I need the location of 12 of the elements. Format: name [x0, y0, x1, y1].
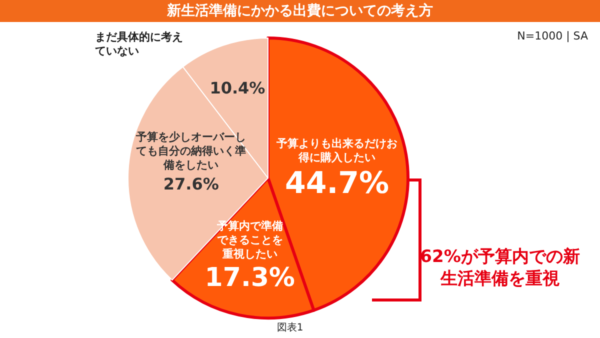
data-label: 27.6%: [163, 174, 219, 194]
data-label: 10.4%: [210, 78, 266, 98]
slice-label: まだ具体的に考えていない: [95, 30, 183, 58]
text: 62%が予算内での新生活準備を重視: [420, 247, 580, 289]
slice-label: 予算を少しオーバーしても自分の納得いく準備をしたい: [135, 130, 246, 172]
chart-title: 新生活準備にかかる出費についての考え方: [166, 2, 433, 19]
data-label: 17.3%: [204, 262, 295, 293]
text: 図表1: [276, 322, 304, 334]
text: N=1000 | SA: [517, 30, 588, 42]
data-label: 44.7%: [284, 166, 390, 201]
slice-label: 予算内で準備できることを重視したい: [216, 219, 283, 260]
slice-label: 予算よりも出来るだけお得に購入したい: [276, 136, 398, 164]
